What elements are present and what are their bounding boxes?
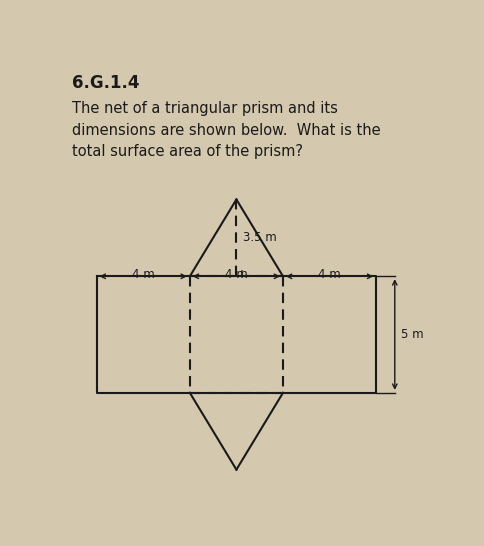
Text: The net of a triangular prism and its
dimensions are shown below.  What is the
t: The net of a triangular prism and its di… [72, 101, 380, 159]
Text: 3.5 m: 3.5 m [243, 232, 277, 245]
Text: 6.G.1.4: 6.G.1.4 [72, 74, 139, 92]
Text: 5 m: 5 m [401, 328, 423, 341]
Text: 4 m: 4 m [318, 268, 341, 281]
Text: 4 m: 4 m [225, 268, 248, 281]
Text: 4 m: 4 m [132, 268, 154, 281]
